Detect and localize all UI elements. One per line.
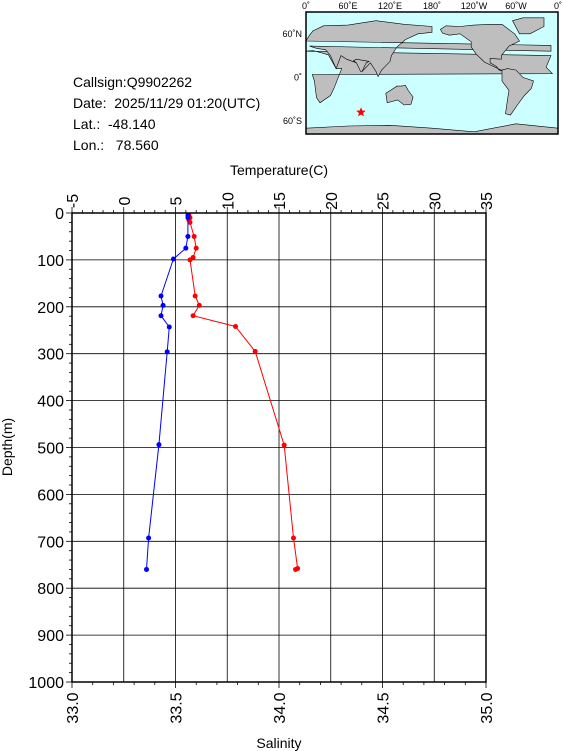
- salinity-point: [158, 313, 164, 319]
- salinity-point: [170, 256, 176, 262]
- map-lon-tick-label: 120˚E: [378, 1, 402, 11]
- temperature-point: [295, 566, 301, 572]
- longitude-text: Lon.: 78.560: [73, 137, 159, 153]
- depth-tick-label: 400: [37, 394, 64, 411]
- temperature-point: [193, 245, 199, 251]
- temperature-tick-label: 20: [324, 192, 341, 210]
- temperature-point: [192, 293, 198, 299]
- salinity-point: [185, 233, 191, 239]
- temperature-tick-label: 5: [169, 196, 186, 205]
- depth-tick-label: 800: [37, 581, 64, 598]
- map-land: [305, 17, 559, 135]
- temperature-point: [187, 215, 193, 221]
- map-lon-tick-label: 60˚E: [338, 1, 357, 11]
- map-longitude-labels: 0˚ 60˚E 120˚E 180˚ 120˚W 60˚W 0˚: [302, 1, 562, 11]
- south-america-landmass: [501, 68, 534, 116]
- chart-grid: [71, 212, 487, 683]
- australia-landmass: [385, 84, 414, 106]
- temperature-point: [186, 217, 192, 223]
- temperature-point: [196, 302, 202, 308]
- temperature-point: [191, 233, 197, 239]
- temperature-tick-labels: -5 0 5 10 15 20 25 30 35: [65, 192, 496, 210]
- salinity-point: [185, 215, 191, 221]
- map-lat-tick-label: 60˚S: [283, 116, 302, 126]
- callsign-text: Callsign:Q9902262: [73, 74, 193, 90]
- depth-tick-label: 700: [37, 534, 64, 551]
- date-text: Date: 2025/11/29 01:20(UTC): [73, 95, 261, 111]
- map-frame: [305, 11, 559, 135]
- depth-tick-labels: 0 100 200 300 400 500 600 700 800 900 1000: [28, 206, 64, 692]
- depth-tick-label: 1000: [28, 675, 64, 692]
- salinity-point: [166, 324, 172, 330]
- salinity-point: [156, 442, 162, 448]
- map-lon-tick-label: 120˚W: [461, 1, 488, 11]
- temperature-tick-label: 0: [117, 196, 134, 205]
- salinity-tick-label: 34.5: [376, 692, 393, 723]
- europe-asia-landmass: [305, 20, 552, 78]
- temperature-point: [252, 348, 258, 354]
- latitude-text: Lat.: -48.140: [73, 116, 156, 132]
- map-lat-tick-label: 60˚N: [282, 29, 302, 39]
- map-lat-tick-label: 0˚: [294, 72, 302, 82]
- profile-series: [144, 212, 301, 572]
- depth-tick-label: 600: [37, 487, 64, 504]
- star-icon: [356, 107, 366, 117]
- salinity-point: [146, 535, 152, 541]
- salinity-point: [164, 349, 170, 355]
- temperature-tick-label: 25: [376, 192, 393, 210]
- depth-tick-label: 900: [37, 628, 64, 645]
- depth-tick-label: 200: [37, 300, 64, 317]
- temperature-point: [190, 313, 196, 319]
- map-lon-tick-label: 0˚: [554, 1, 562, 11]
- depth-tick-label: 100: [37, 253, 64, 270]
- map-lon-tick-label: 180˚: [423, 1, 441, 11]
- temperature-point: [187, 219, 193, 225]
- greenland-landmass: [512, 17, 545, 35]
- depth-tick-label: 500: [37, 441, 64, 458]
- temperature-axis-label: Temperature(C): [230, 162, 328, 178]
- temperature-point: [190, 255, 196, 261]
- temperature-point: [187, 257, 193, 263]
- salinity-point: [158, 293, 164, 299]
- map-lon-tick-label: 60˚W: [505, 1, 527, 11]
- temperature-tick-label: 15: [272, 192, 289, 210]
- plot-frame: [71, 212, 487, 683]
- salinity-profile-line: [146, 215, 189, 570]
- salinity-tick-labels: 33.0 33.5 34.0 34.5 35.0: [65, 692, 496, 723]
- salinity-point: [183, 245, 189, 251]
- map-latitude-labels: 60˚N 0˚ 60˚S: [282, 29, 302, 126]
- depth-tick-label: 0: [55, 206, 64, 223]
- profile-location-marker: [356, 107, 366, 117]
- depth-tick-label: 300: [37, 347, 64, 364]
- salinity-tick-label: 33.0: [65, 692, 82, 723]
- salinity-tick-label: 33.5: [169, 692, 186, 723]
- salinity-point: [185, 212, 191, 218]
- india-peninsula: [353, 58, 370, 72]
- temperature-tick-label: 35: [479, 192, 496, 210]
- chart-ticks: [66, 207, 487, 688]
- salinity-point: [160, 302, 166, 308]
- temperature-point: [186, 212, 192, 218]
- temperature-point: [281, 442, 287, 448]
- station-info: Callsign:Q9902262 Date: 2025/11/29 01:20…: [73, 72, 260, 156]
- location-map: 0˚ 60˚E 120˚E 180˚ 120˚W 60˚W 0˚ 60˚N 0˚ 60˚S: [282, 1, 562, 135]
- temperature-point: [293, 566, 299, 572]
- temperature-tick-label: 30: [427, 192, 444, 210]
- north-america-landmass: [439, 23, 520, 72]
- salinity-tick-label: 35.0: [479, 692, 496, 723]
- salinity-point: [144, 566, 150, 572]
- temperature-profile-line: [188, 215, 299, 570]
- depth-axis-label: Depth(m): [0, 418, 15, 476]
- temperature-tick-label: 10: [220, 192, 237, 210]
- temperature-tick-label: -5: [65, 194, 82, 208]
- map-lon-tick-label: 0˚: [302, 1, 310, 11]
- salinity-tick-label: 34.0: [272, 692, 289, 723]
- salinity-axis-label: Salinity: [256, 735, 301, 751]
- temperature-point: [233, 323, 239, 329]
- temperature-point: [290, 535, 296, 541]
